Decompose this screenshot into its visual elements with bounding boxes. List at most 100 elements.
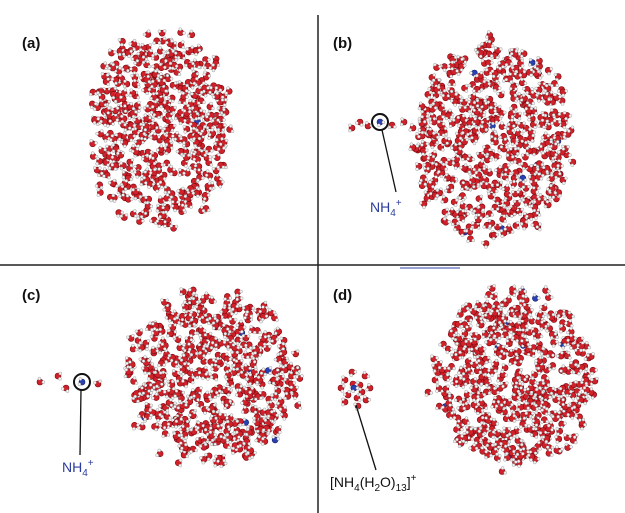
hydrogen-atom xyxy=(151,57,154,60)
hydrogen-atom xyxy=(448,158,451,161)
hydrogen-atom xyxy=(95,184,98,187)
hydrogen-atom xyxy=(441,148,444,151)
hydrogen-atom xyxy=(156,423,159,426)
hydrogen-atom xyxy=(242,307,245,310)
hydrogen-atom xyxy=(125,214,128,217)
hydrogen-atom xyxy=(248,457,251,460)
hydrogen-atom xyxy=(224,462,227,465)
hydrogen-atom xyxy=(175,420,178,423)
hydrogen-atom xyxy=(214,433,217,436)
hydrogen-atom xyxy=(264,419,267,422)
hydrogen-atom xyxy=(177,406,180,409)
hydrogen-atom xyxy=(190,119,193,122)
hydrogen-atom xyxy=(279,397,282,400)
hydrogen-atom xyxy=(179,428,182,431)
hydrogen-atom xyxy=(282,388,285,391)
hydrogen-atom xyxy=(487,31,490,34)
hydrogen-atom xyxy=(194,144,197,147)
hydrogen-atom xyxy=(140,183,143,186)
hydrogen-atom xyxy=(166,409,169,412)
hydrogen-atom xyxy=(418,107,421,110)
hydrogen-atom xyxy=(147,339,150,342)
hydrogen-atom xyxy=(561,164,564,167)
hydrogen-atom xyxy=(202,461,205,464)
hydrogen-atom xyxy=(97,194,100,197)
hydrogen-atom xyxy=(99,99,102,102)
hydrogen-atom xyxy=(529,58,532,61)
hydrogen-atom xyxy=(143,176,146,179)
hydrogen-atom xyxy=(454,56,457,59)
hydrogen-atom xyxy=(203,197,206,200)
hydrogen-atom xyxy=(112,63,115,66)
hydrogen-atom xyxy=(144,212,147,215)
hydrogen-atom xyxy=(186,84,189,87)
hydrogen-atom xyxy=(530,107,533,110)
hydrogen-atom xyxy=(167,380,170,383)
hydrogen-atom xyxy=(431,81,434,84)
hydrogen-atom xyxy=(207,408,210,411)
hydrogen-atom xyxy=(469,188,472,191)
hydrogen-atom xyxy=(240,338,243,341)
hydrogen-atom xyxy=(541,136,544,139)
hydrogen-atom xyxy=(198,66,201,69)
hydrogen-atom xyxy=(477,214,480,217)
hydrogen-atom xyxy=(108,100,111,103)
hydrogen-atom xyxy=(521,140,524,143)
hydrogen-atom xyxy=(277,437,280,440)
hydrogen-atom xyxy=(538,82,541,85)
hydrogen-atom xyxy=(183,172,186,175)
hydrogen-atom xyxy=(240,330,243,333)
hydrogen-atom xyxy=(476,99,479,102)
hydrogen-atom xyxy=(201,377,204,380)
hydrogen-atom xyxy=(170,359,173,362)
hydrogen-atom xyxy=(124,123,127,126)
hydrogen-atom xyxy=(183,109,186,112)
hydrogen-atom xyxy=(191,388,194,391)
hydrogen-atom xyxy=(179,459,182,462)
hydrogen-atom xyxy=(215,417,218,420)
hydrogen-atom xyxy=(526,91,529,94)
hydrogen-atom xyxy=(221,131,224,134)
hydrogen-atom xyxy=(552,196,555,199)
hydrogen-atom xyxy=(547,145,550,148)
hydrogen-atom xyxy=(229,369,232,372)
hydrogen-atom xyxy=(206,378,209,381)
hydrogen-atom xyxy=(245,395,248,398)
hydrogen-atom xyxy=(432,102,435,105)
hydrogen-atom xyxy=(152,346,155,349)
hydrogen-atom xyxy=(169,416,172,419)
hydrogen-atom xyxy=(473,109,476,112)
hydrogen-atom xyxy=(192,297,195,300)
hydrogen-atom xyxy=(535,87,538,90)
hydrogen-atom xyxy=(114,87,117,90)
hydrogen-atom xyxy=(133,377,136,380)
hydrogen-atom xyxy=(245,387,248,390)
hydrogen-atom xyxy=(97,117,100,120)
hydrogen-atom xyxy=(489,225,492,228)
hydrogen-atom xyxy=(146,395,149,398)
hydrogen-atom xyxy=(259,310,262,313)
hydrogen-atom xyxy=(419,182,422,185)
hydrogen-atom xyxy=(158,449,161,452)
hydrogen-atom xyxy=(276,327,279,330)
hydrogen-atom xyxy=(134,395,137,398)
hydrogen-atom xyxy=(188,325,191,328)
hydrogen-atom xyxy=(436,194,439,197)
hydrogen-atom xyxy=(471,136,474,139)
hydrogen-atom xyxy=(435,163,438,166)
hydrogen-atom xyxy=(188,343,191,346)
hydrogen-atom xyxy=(493,193,496,196)
hydrogen-atom xyxy=(163,426,166,429)
hydrogen-atom xyxy=(459,95,462,98)
hydrogen-atom xyxy=(537,99,540,102)
hydrogen-atom xyxy=(180,447,183,450)
hydrogen-atom xyxy=(142,123,145,126)
hydrogen-atom xyxy=(282,342,285,345)
hydrogen-atom xyxy=(295,371,298,374)
hydrogen-atom xyxy=(554,73,557,76)
hydrogen-atom xyxy=(502,188,505,191)
hydrogen-atom xyxy=(133,39,136,42)
hydrogen-atom xyxy=(241,402,244,405)
hydrogen-atom xyxy=(190,353,193,356)
hydrogen-atom xyxy=(167,51,170,54)
